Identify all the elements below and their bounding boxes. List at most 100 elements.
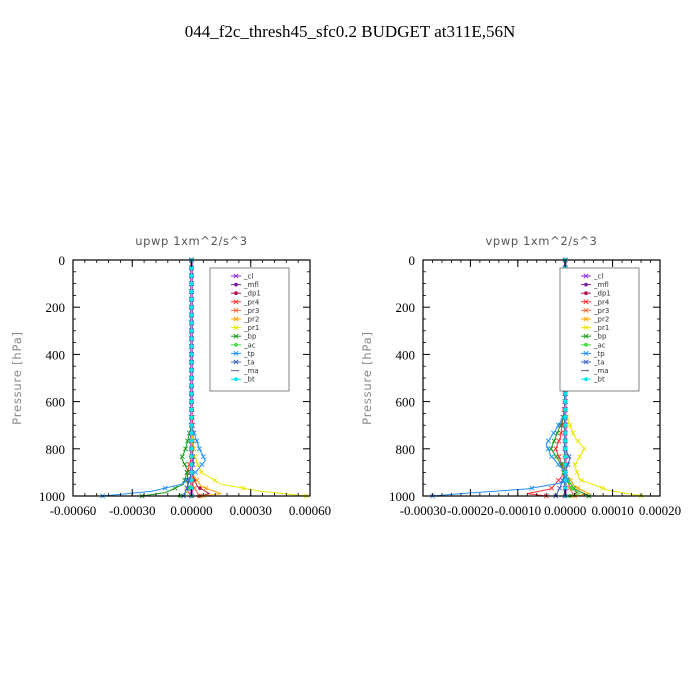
legend-entry: _dp1	[581, 290, 611, 298]
data-point	[545, 446, 551, 452]
data-point	[581, 446, 587, 452]
data-point	[189, 289, 194, 294]
data-point	[570, 486, 574, 491]
legend-marker	[583, 325, 589, 331]
data-point	[558, 430, 564, 436]
legend-marker	[584, 291, 588, 296]
data-point	[189, 423, 194, 428]
data-point	[189, 439, 194, 443]
data-point	[189, 376, 194, 380]
data-point	[189, 352, 194, 357]
data-point	[184, 469, 190, 475]
series-line	[432, 260, 569, 497]
legend-label: _pr2	[243, 316, 259, 324]
data-point	[549, 485, 555, 491]
data-point	[189, 470, 194, 475]
legend-marker	[583, 316, 589, 322]
data-point	[189, 407, 194, 412]
legend-label: _ta	[593, 359, 605, 367]
series-tp	[429, 257, 570, 499]
legend-marker	[233, 333, 239, 339]
legend-label: _mfl	[243, 281, 259, 289]
y-tick-label: 200	[396, 300, 416, 315]
legend-entry: _ma	[581, 367, 609, 375]
data-point	[189, 478, 194, 483]
x-tick-label: -0.00030	[109, 503, 156, 518]
y-tick-label: 200	[46, 300, 66, 315]
legend-marker	[583, 350, 589, 356]
data-point	[189, 391, 194, 396]
data-point	[240, 485, 246, 491]
legend-label: _ac	[593, 341, 606, 349]
data-point	[189, 336, 194, 341]
series-bp	[139, 257, 195, 499]
data-point	[577, 454, 583, 460]
series-line	[527, 260, 566, 497]
legend-marker	[583, 333, 589, 339]
data-point	[554, 430, 560, 436]
data-point	[189, 454, 194, 459]
legend-label: _cl	[593, 273, 603, 281]
legend-marker	[583, 307, 589, 313]
y-tick-label: 0	[59, 253, 66, 268]
legend-label: _mfl	[593, 281, 609, 289]
data-point	[563, 470, 568, 475]
legend-label: _pr3	[593, 307, 609, 315]
x-tick-label: -0.00030	[400, 503, 447, 518]
x-tick-label: 0.00060	[289, 503, 331, 518]
legend-label: _bp	[593, 333, 607, 341]
legend-marker	[233, 350, 239, 356]
data-point	[563, 478, 568, 483]
data-point	[162, 485, 168, 491]
data-point	[551, 438, 557, 444]
legend: _cl_mfl_dp1_pr4_pr3_pr2_pr1_bp_ac_tp_ta_…	[559, 267, 640, 392]
figure-title: 044_f2c_thresh45_sfc0.2 BUDGET at311E,56…	[184, 22, 516, 41]
legend-label: _dp1	[243, 290, 261, 298]
legend-entry: _tp	[581, 350, 605, 358]
legend-label: _dp1	[593, 290, 611, 298]
data-point	[195, 462, 201, 468]
data-point	[189, 415, 194, 420]
x-tick-label: 0.00030	[230, 503, 272, 518]
legend-label: _bt	[593, 376, 605, 384]
legend-entry: _ac	[231, 341, 256, 349]
legend-marker	[234, 282, 238, 287]
data-point	[549, 454, 555, 460]
legend-label: _tp	[243, 350, 255, 358]
legend-entry: _ma	[231, 367, 259, 375]
legend-marker	[583, 273, 589, 279]
data-point	[185, 438, 191, 444]
data-point	[196, 446, 202, 452]
data-point	[199, 462, 205, 468]
legend-label: _cl	[243, 273, 253, 281]
y-tick-label: 600	[396, 395, 416, 410]
legend-label: _ta	[243, 359, 255, 367]
legend-label: _bt	[243, 376, 255, 384]
data-point	[579, 477, 585, 483]
legend-entry: _pr2	[581, 316, 609, 324]
data-point	[563, 415, 568, 420]
legend-marker	[584, 282, 588, 287]
legend-box	[209, 267, 290, 392]
data-point	[189, 321, 194, 325]
data-point	[179, 454, 185, 460]
legend-box	[559, 267, 640, 392]
legend-label: _pr4	[243, 298, 260, 306]
x-tick-label: -0.00020	[447, 503, 494, 518]
data-point	[563, 439, 568, 443]
y-tick-label: 1000	[39, 489, 65, 504]
legend-marker	[584, 342, 588, 347]
data-point	[555, 422, 561, 428]
data-point	[182, 477, 188, 483]
y-axis-label: Pressure [hPa]	[360, 331, 374, 425]
data-point	[563, 462, 568, 467]
legend-entry: _tp	[231, 350, 255, 358]
data-point	[553, 454, 559, 460]
legend-marker	[234, 377, 238, 382]
legend-entry: _ac	[581, 341, 606, 349]
legend-entry: _mfl	[231, 281, 259, 289]
legend-entry: _pr4	[231, 298, 260, 306]
legend-entry: _ta	[581, 359, 605, 367]
x-tick-label: 0.00000	[170, 503, 212, 518]
data-point	[563, 423, 568, 428]
